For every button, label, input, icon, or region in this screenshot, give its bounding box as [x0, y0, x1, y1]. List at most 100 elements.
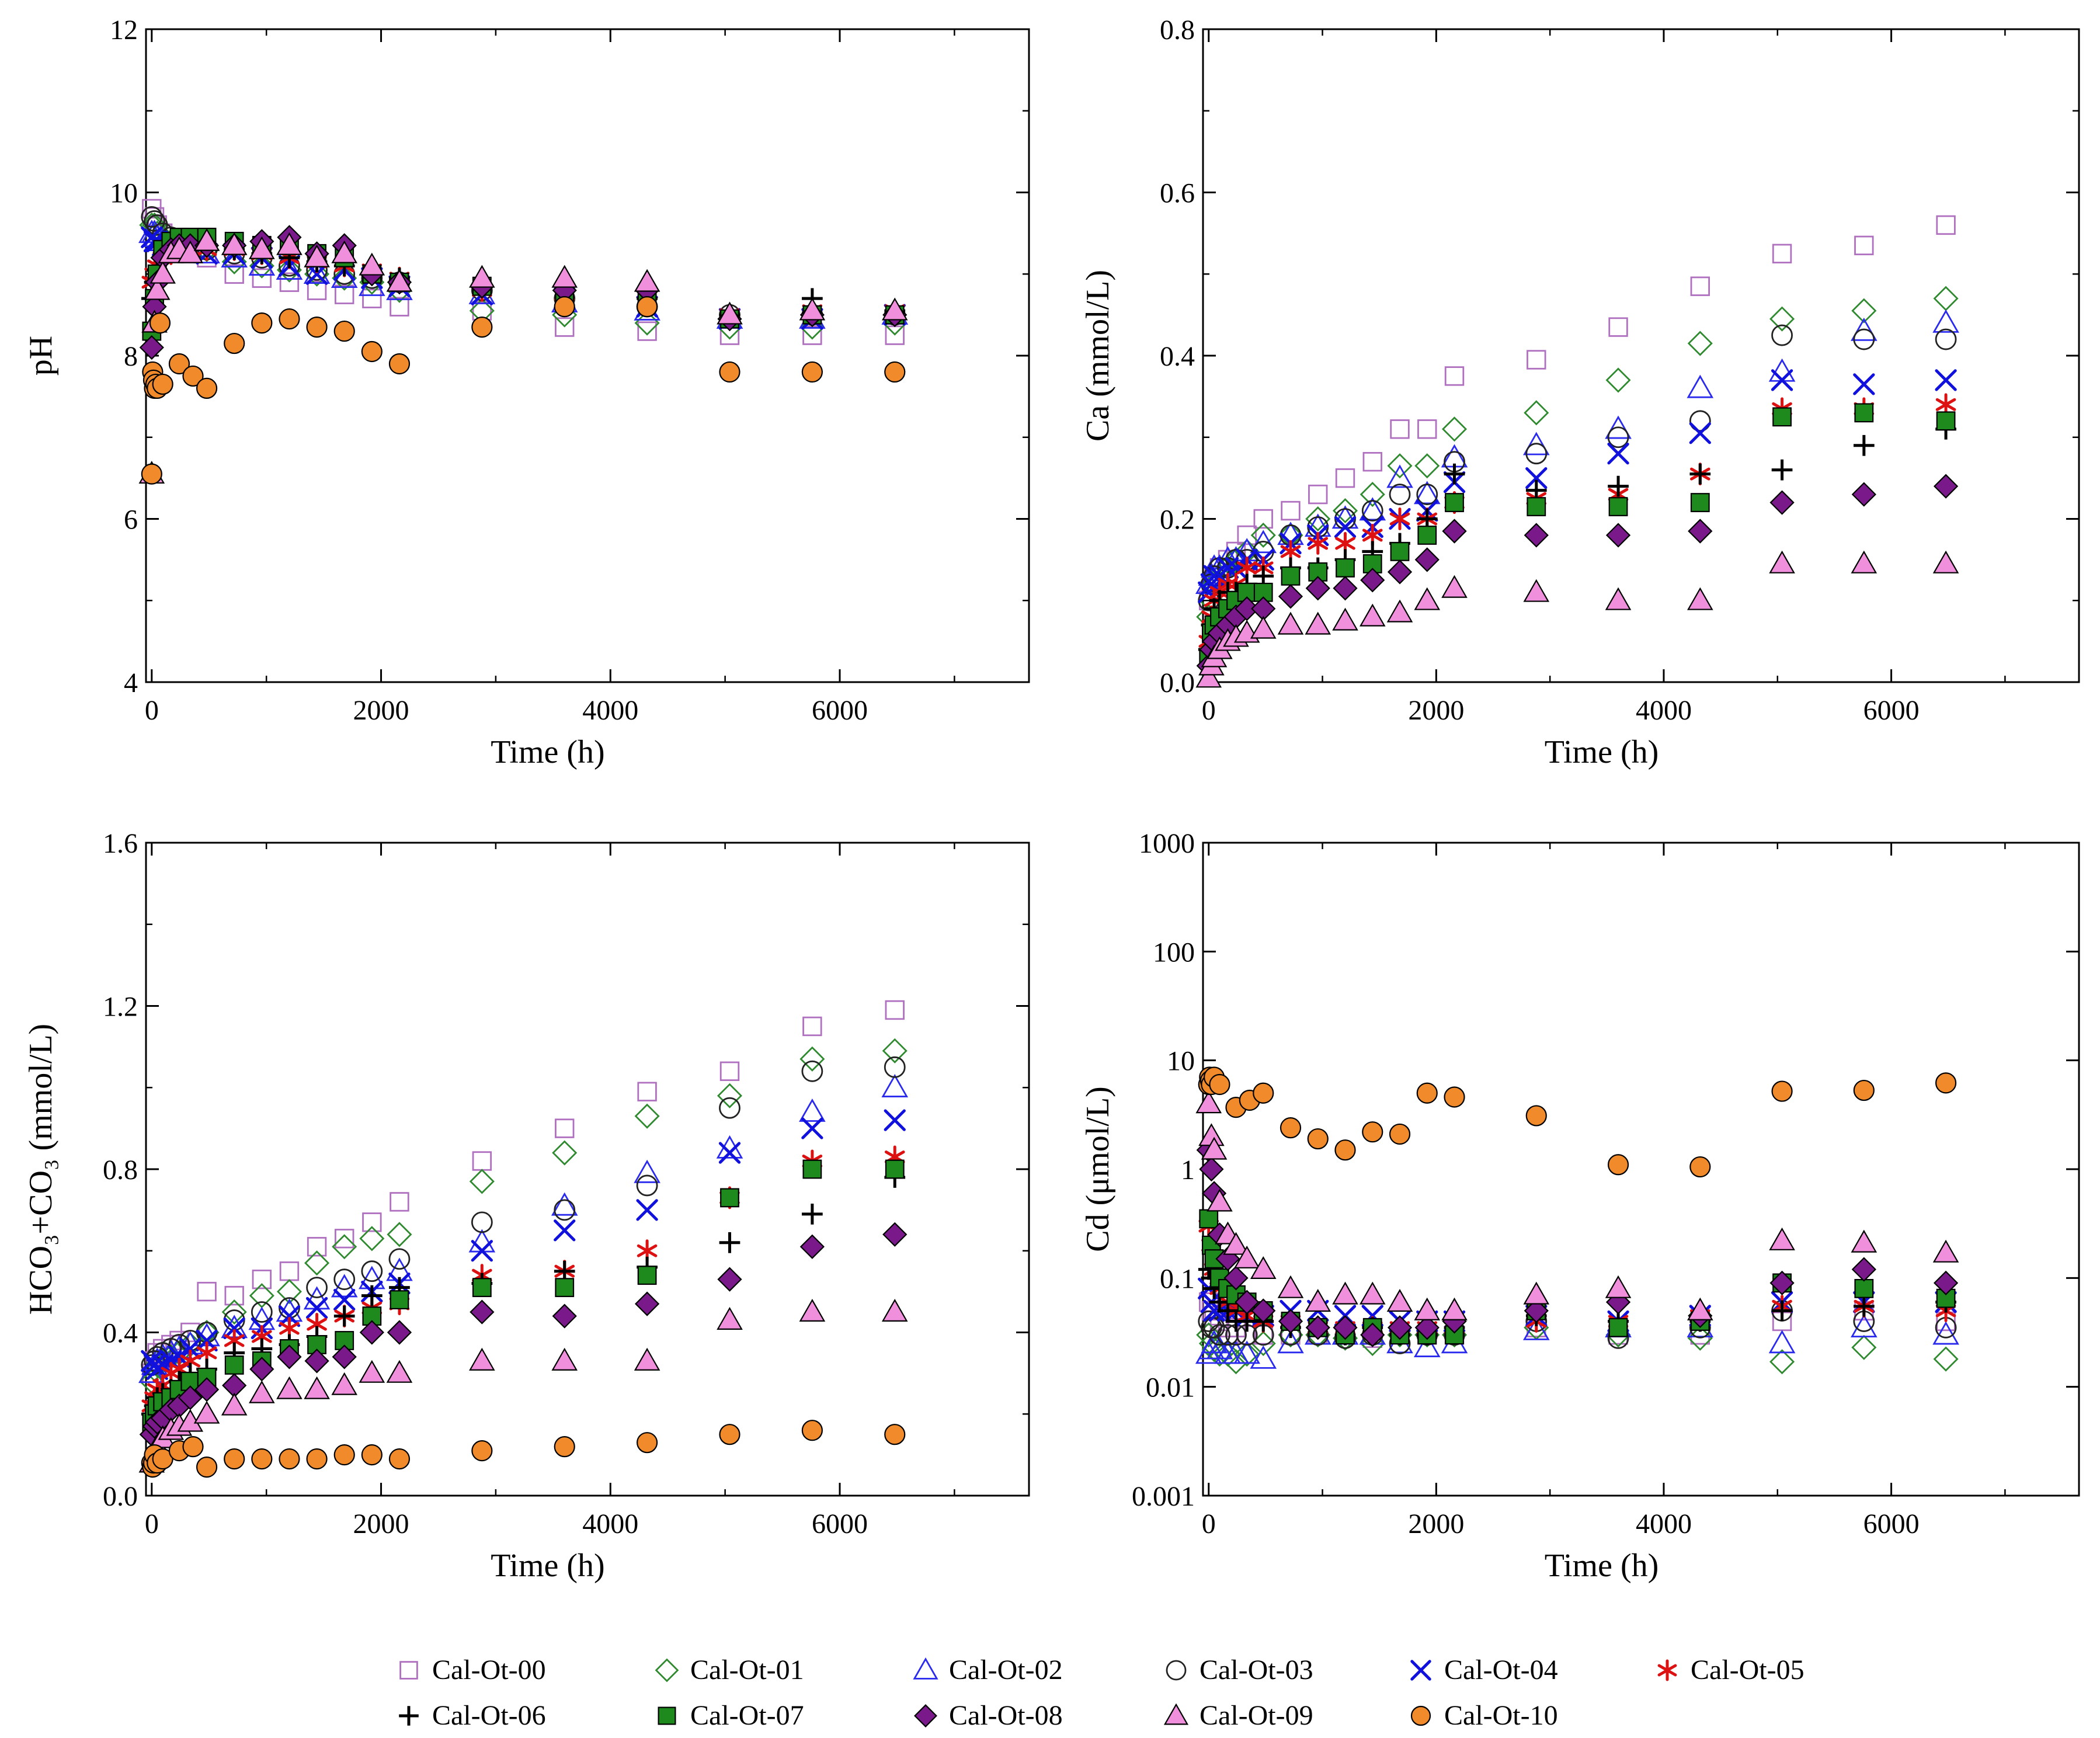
data-point [1854, 403, 1874, 423]
data-point [249, 253, 274, 279]
data-point [335, 1229, 354, 1249]
data-point [552, 1304, 577, 1329]
chart-panel-cd: 0 2000 4000 6000 0.001 0.01 0.1 1 10 100 1000 Time … [1080, 828, 2080, 1584]
data-point [1206, 1336, 1233, 1360]
x-tick-label: 6000 [1863, 695, 1920, 726]
series-cal-ot-10 [141, 1420, 906, 1478]
data-point [1234, 1341, 1260, 1367]
x-tick-label: 2000 [353, 1508, 409, 1539]
legend-marker [914, 1704, 937, 1727]
y-tick-label: 100 [1153, 937, 1195, 968]
data-point [1932, 1321, 1959, 1345]
data-point [279, 1448, 300, 1470]
data-point [1305, 506, 1331, 532]
plot-frame [145, 28, 1030, 683]
data-point [717, 1267, 742, 1292]
data-point [719, 1232, 740, 1253]
data-point [1386, 1289, 1413, 1312]
data-point [1445, 493, 1464, 512]
data-point [1308, 531, 1329, 555]
data-point [1605, 367, 1631, 393]
x-tick-label: 4000 [1636, 695, 1692, 726]
data-point [1690, 276, 1710, 296]
y-tick-label: 8 [124, 341, 138, 372]
data-point [551, 265, 578, 288]
chart-panel-ca: 0 2000 4000 6000 0.0 0.2 0.4 0.6 0.8 Time (h) Ca (… [1080, 15, 2080, 770]
legend-item-cal-ot-08 [914, 1704, 937, 1727]
data-point [149, 312, 171, 334]
data-point [1196, 1322, 1222, 1348]
data-point [634, 1347, 660, 1371]
series-cal-ot-03 [141, 1056, 906, 1376]
legend-item-cal-ot-10 [1410, 1705, 1431, 1726]
data-point [1772, 407, 1792, 427]
data-point [1688, 519, 1713, 544]
data-point [333, 1444, 355, 1466]
data-point [304, 1376, 330, 1399]
chart-panel-ph: 0 2000 4000 6000 4 6 8 10 12 Time (h) pH [23, 15, 1030, 770]
data-point [1853, 328, 1875, 350]
data-point [471, 1240, 493, 1262]
data-point [1689, 463, 1711, 485]
data-point [1215, 1246, 1240, 1271]
data-point [1305, 576, 1330, 601]
data-point [361, 1260, 383, 1282]
data-point [361, 1285, 383, 1306]
data-point [1771, 1300, 1793, 1322]
data-point [1932, 550, 1959, 573]
y-tick-label: 6 [124, 505, 138, 536]
y-tick-label: 0.8 [103, 1155, 138, 1186]
data-point [361, 340, 383, 363]
data-point [1771, 1080, 1793, 1102]
data-point [637, 1266, 657, 1285]
series-cal-ot-10 [141, 296, 906, 485]
data-point [1280, 1117, 1302, 1139]
data-point [802, 1204, 823, 1225]
data-point [179, 1337, 201, 1360]
x-tick-label: 4000 [1636, 1508, 1692, 1539]
data-point [1305, 1315, 1330, 1340]
data-point [884, 1109, 906, 1131]
data-point [802, 1016, 822, 1037]
data-point [1444, 463, 1465, 485]
plot-frame [1202, 28, 2080, 683]
data-point [799, 1298, 826, 1322]
data-point [224, 264, 244, 284]
data-point [1250, 1345, 1277, 1369]
y-tick-label: 0.0 [1160, 668, 1195, 698]
legend-marker [655, 1658, 679, 1683]
data-point [249, 236, 275, 259]
series-cal-ot-08 [1196, 1138, 1959, 1347]
data-point [361, 1444, 383, 1466]
data-point [1851, 550, 1878, 573]
data-point [469, 265, 495, 288]
y-tick-label: 1.6 [103, 828, 138, 859]
x-tick-label: 4000 [582, 1508, 638, 1539]
data-point [168, 353, 190, 375]
data-point [1936, 215, 1956, 235]
data-point [1771, 324, 1793, 346]
series-cal-ot-09 [1195, 1090, 1959, 1320]
data-point [1605, 415, 1632, 439]
data-point [362, 1212, 382, 1232]
legend-marker [1410, 1660, 1431, 1681]
data-point [1769, 1270, 1795, 1295]
data-point [182, 1436, 204, 1458]
data-point [193, 1400, 220, 1424]
data-point [1851, 482, 1876, 507]
data-point [1605, 523, 1631, 548]
data-point [1524, 523, 1549, 548]
data-point [1362, 451, 1382, 472]
data-point [1851, 298, 1877, 324]
chart-panel-hco3: 0 2000 4000 6000 0.0 0.4 0.8 1.2 1.6 Time (h) HCO₃… [23, 828, 1030, 1584]
data-point [306, 1448, 328, 1470]
data-point [1936, 411, 1956, 431]
data-point [224, 1285, 244, 1306]
data-point [333, 1268, 356, 1291]
data-point [279, 308, 300, 330]
data-point [141, 463, 162, 485]
legend-item-cal-ot-03 [1166, 1660, 1187, 1681]
data-point [1769, 490, 1795, 515]
series-cal-ot-03 [141, 206, 906, 326]
data-point [251, 1448, 273, 1470]
